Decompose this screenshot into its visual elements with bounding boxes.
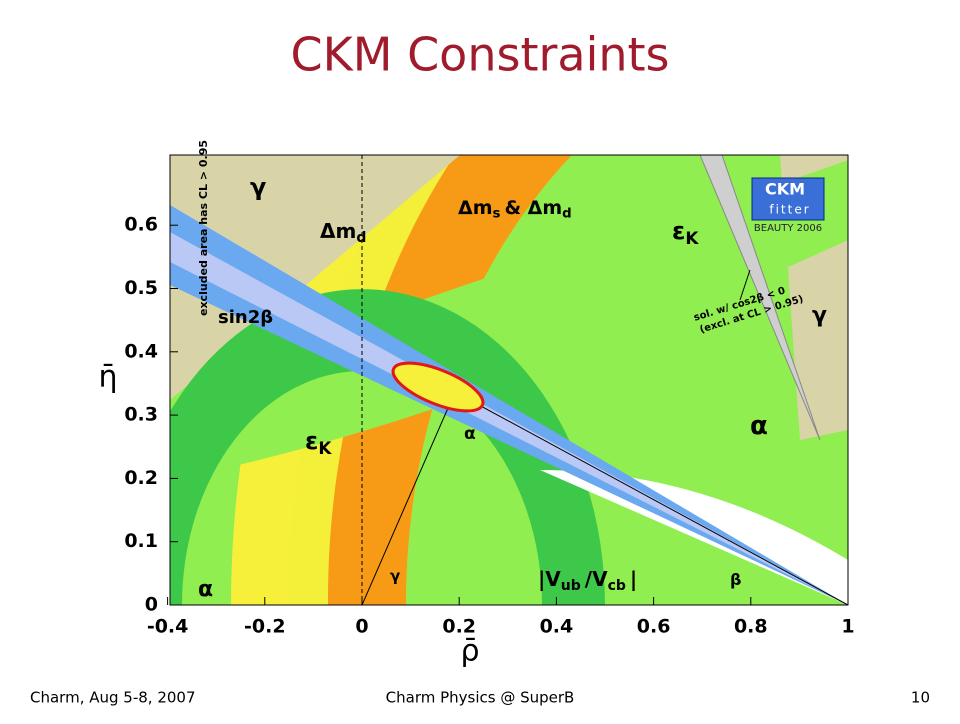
x-tick-label: 0.4 xyxy=(540,616,574,638)
annotation: α xyxy=(198,577,213,602)
annotation-subscript: d xyxy=(356,230,366,246)
logo-top: CKM xyxy=(765,180,805,199)
annotation: |Vub/Vcb | xyxy=(538,567,637,595)
annotation-text: γ xyxy=(812,303,827,328)
annotation-subscript: cb xyxy=(608,578,626,594)
plot-regions xyxy=(170,155,848,605)
y-tick-label: 0.4 xyxy=(124,340,158,362)
y-tick-label: 0.6 xyxy=(124,214,158,236)
annotation-text: | xyxy=(630,567,637,591)
annotation-subscript: K xyxy=(318,438,332,458)
logo-caption: BEAUTY 2006 xyxy=(754,223,822,234)
annotation-text: γ xyxy=(250,173,266,201)
annotation-text: Δm xyxy=(320,219,356,243)
x-tick-label: 0 xyxy=(355,616,368,638)
annotation: εK xyxy=(305,427,332,458)
x-tick-label: 0.8 xyxy=(734,616,768,638)
footer-right: 10 xyxy=(911,689,930,707)
y-tick-label: 0 xyxy=(145,594,158,616)
x-tick-label: -0.4 xyxy=(147,616,189,638)
annotation-text: α xyxy=(750,411,768,441)
annotation-subscript: s xyxy=(493,207,501,222)
annotation: γ xyxy=(812,303,827,328)
annotation-text: α xyxy=(464,424,476,444)
annotation-text: |V xyxy=(538,567,561,591)
annotation-text: α xyxy=(198,577,213,602)
annotation-subscript: ub xyxy=(561,578,581,594)
annotation: γ xyxy=(250,173,266,201)
y-tick-label: 0.2 xyxy=(124,467,158,489)
x-tick-label: 1 xyxy=(841,616,854,638)
annotation: Δmd xyxy=(320,219,366,247)
annotation: α xyxy=(464,424,476,444)
y-tick-label: 0.5 xyxy=(124,277,158,299)
annotation-text: ε xyxy=(305,427,318,455)
y-axis-label: η̄ xyxy=(98,360,117,395)
annotation-text: & Δm xyxy=(504,197,562,219)
x-tick-label: 0.2 xyxy=(442,616,476,638)
annotation-text: β xyxy=(730,570,741,589)
annotation: β xyxy=(730,570,741,589)
annotation: excluded area has CL > 0.95 xyxy=(197,140,210,316)
annotation: α xyxy=(750,411,768,441)
annotation-text: sin2β xyxy=(218,307,273,328)
plot-frame xyxy=(169,154,849,606)
slide-title: CKM Constraints xyxy=(290,28,669,82)
footer-center: Charm Physics @ SuperB xyxy=(386,689,575,707)
annotation-subscript: K xyxy=(685,228,699,248)
annotation-text: Δm xyxy=(458,197,493,219)
y-tick-label: 0.3 xyxy=(124,404,158,426)
logo-bottom: fitter xyxy=(769,203,810,217)
annotation-subscript: d xyxy=(562,207,572,222)
annotation-text: γ xyxy=(390,567,400,585)
annotation: sin2β xyxy=(218,307,273,328)
annotation: γ xyxy=(390,567,400,585)
x-tick-label: 0.6 xyxy=(637,616,671,638)
annotation: Δms & Δmd xyxy=(458,197,572,222)
footer-left: Charm, Aug 5-8, 2007 xyxy=(30,689,196,707)
annotation-text: /V xyxy=(585,567,608,591)
annotation-text: ε xyxy=(672,217,685,245)
x-axis-label: ρ̄ xyxy=(460,634,479,669)
logo xyxy=(751,177,825,221)
annotation-text: excluded area has CL > 0.95 xyxy=(197,140,210,316)
y-tick-label: 0.1 xyxy=(124,530,158,552)
annotation: εK xyxy=(672,217,699,248)
x-tick-label: -0.2 xyxy=(244,616,286,638)
